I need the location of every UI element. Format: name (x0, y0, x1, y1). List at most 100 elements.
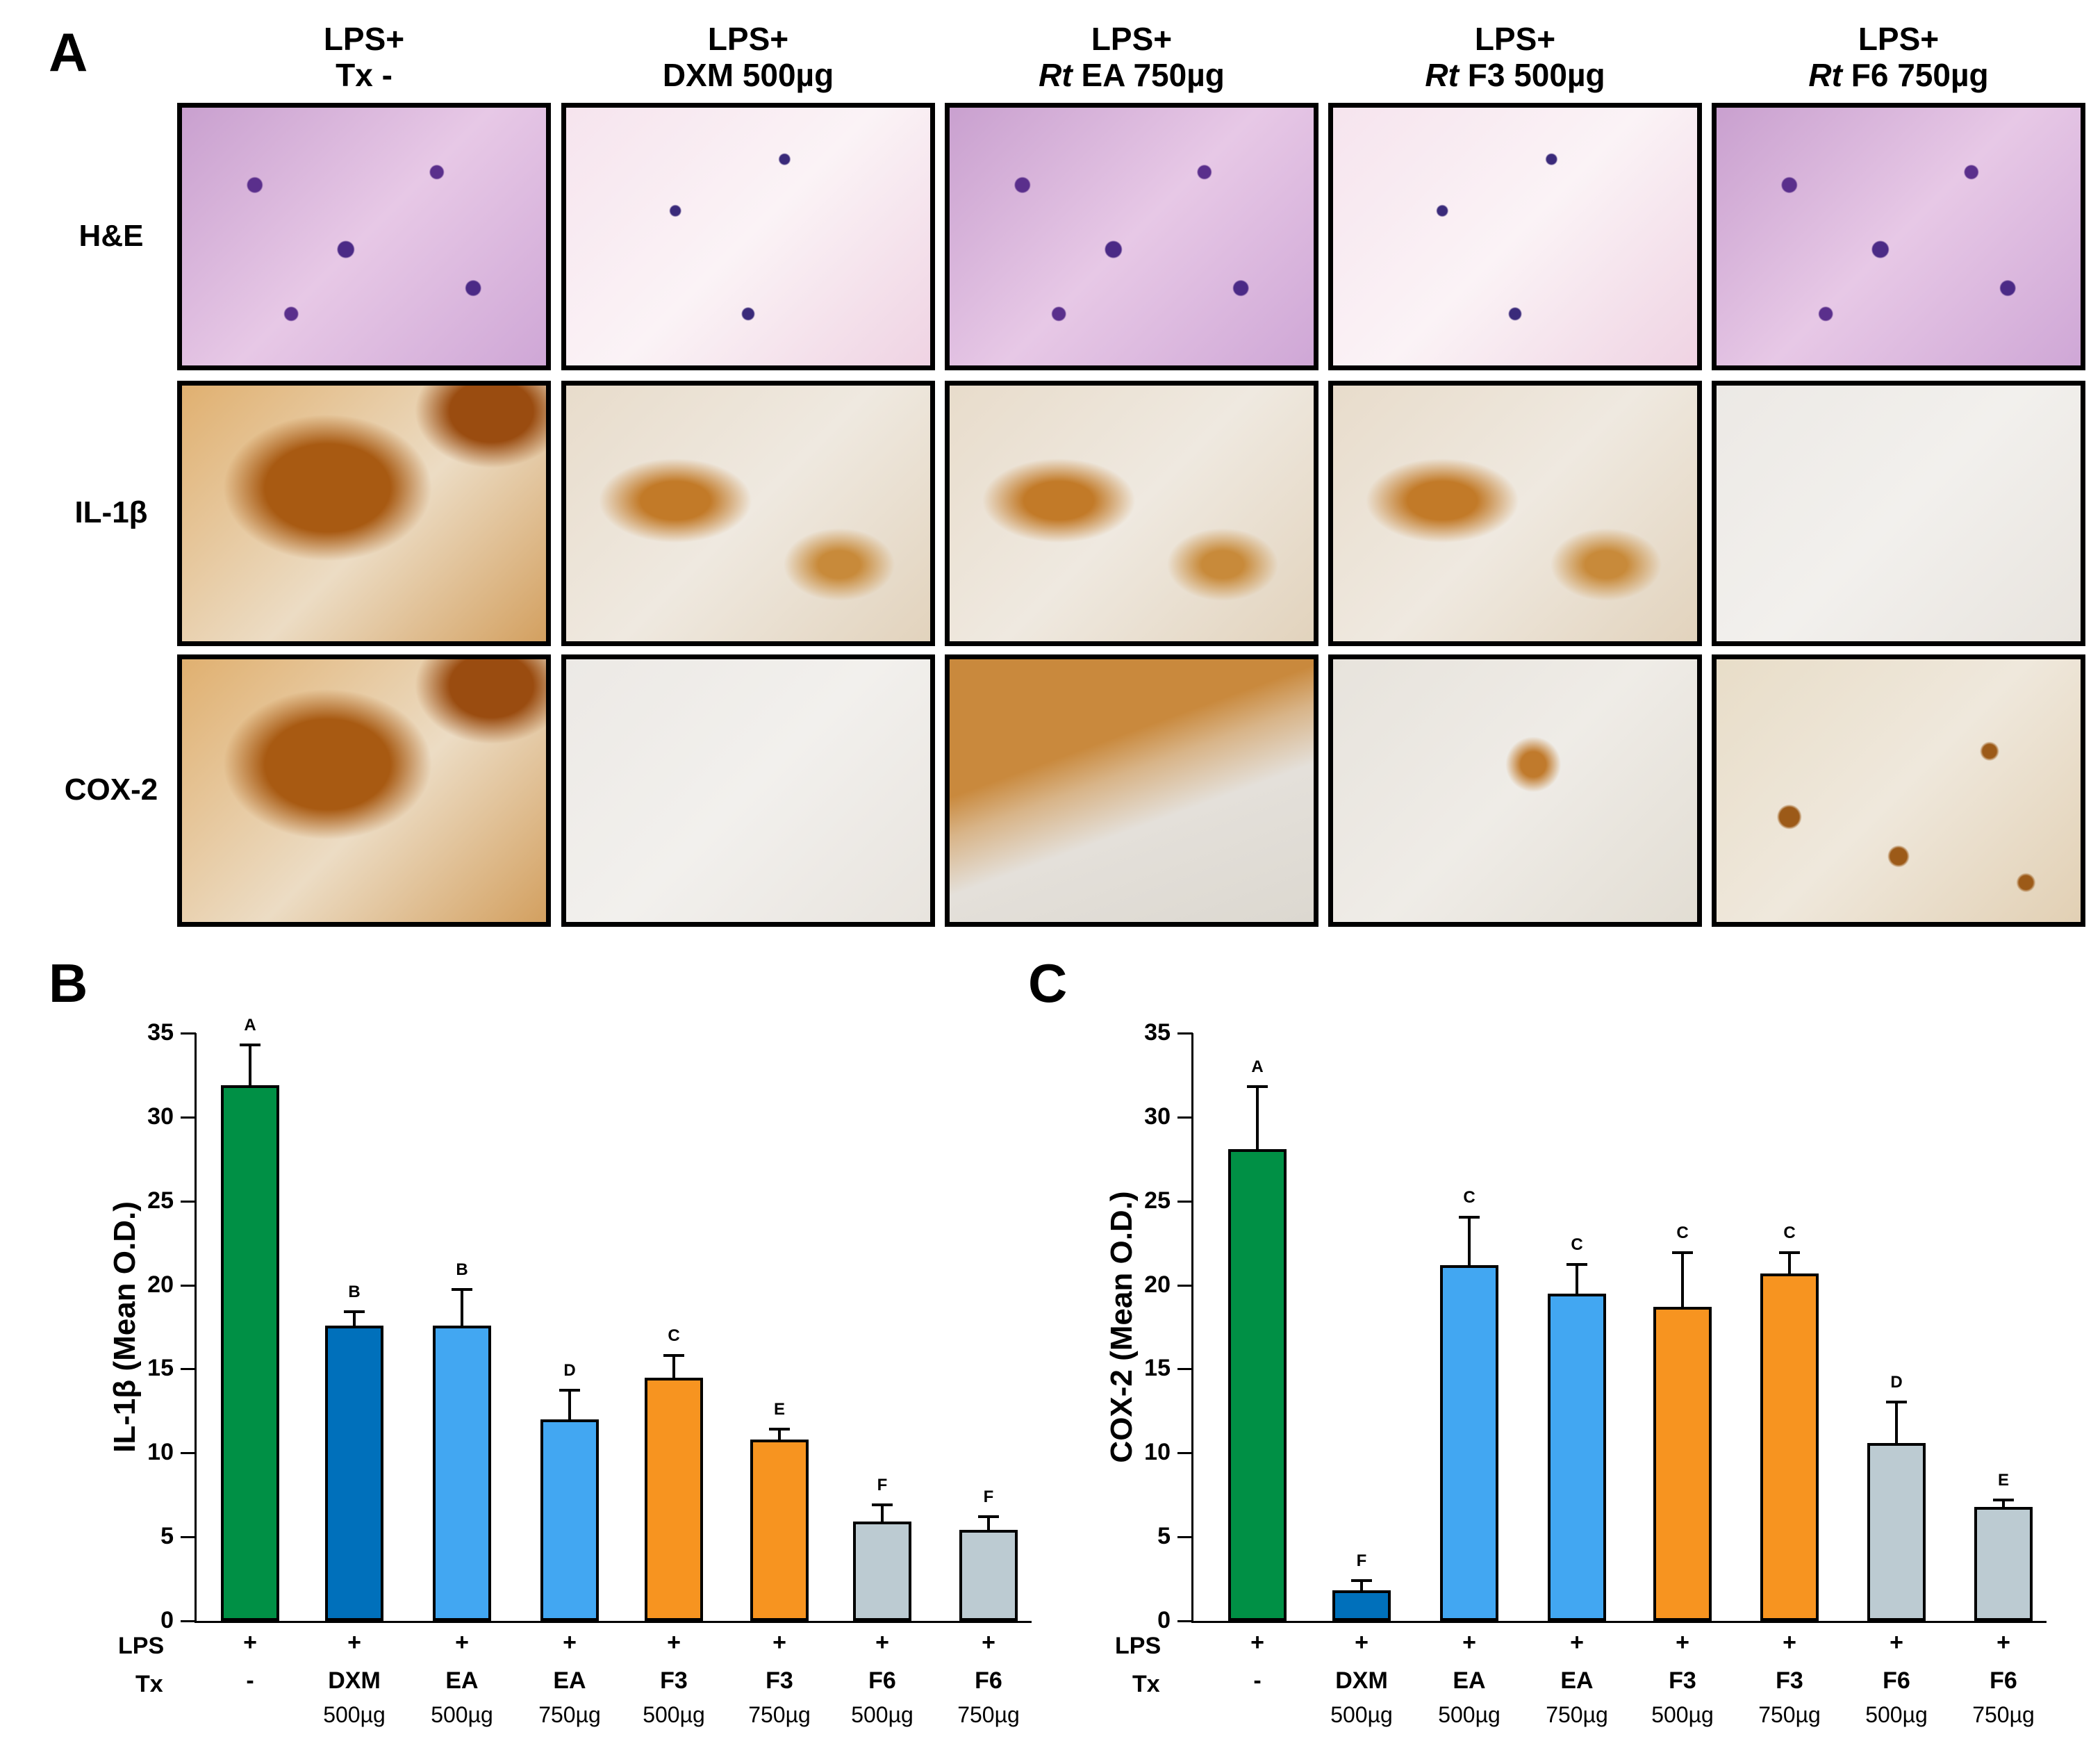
dose-label: 750µg (1546, 1702, 1608, 1727)
y-tick-label: 10 (1144, 1439, 1171, 1466)
dose-label: 500µg (1330, 1702, 1393, 1727)
y-tick (1177, 1116, 1193, 1119)
x-axis (1191, 1621, 2047, 1623)
lps-sign: + (1890, 1629, 1903, 1656)
micrograph-he-3 (945, 103, 1318, 370)
micrograph-he-4 (1328, 103, 1702, 370)
micrograph-il1b-5 (1712, 381, 2085, 646)
significance-letter: F (877, 1475, 888, 1494)
error-cap (452, 1288, 472, 1292)
error-cap (1459, 1216, 1480, 1219)
dose-label: 500µg (1438, 1702, 1500, 1727)
bar-3 (1440, 1264, 1498, 1621)
tx-row-label: Tx (135, 1671, 163, 1697)
error-bar (672, 1353, 675, 1378)
significance-letter: C (1571, 1235, 1583, 1255)
tx-label: - (1253, 1667, 1262, 1694)
column-header-italic: Rt (1039, 57, 1073, 93)
y-tick-label: 15 (147, 1355, 174, 1382)
lps-sign: + (667, 1629, 681, 1656)
significance-letter: D (1890, 1373, 1903, 1392)
bar-1 (1228, 1148, 1287, 1621)
error-cap (240, 1043, 261, 1046)
bar-3 (433, 1325, 491, 1621)
bar-2 (1332, 1590, 1391, 1621)
error-cap (1886, 1401, 1907, 1404)
lps-sign: + (1250, 1629, 1264, 1656)
column-header-line1: LPS+ (1858, 21, 1940, 57)
lps-sign: + (1676, 1629, 1689, 1656)
y-tick (1177, 1200, 1193, 1203)
column-header-line1: LPS+ (1474, 21, 1556, 57)
significance-letter: E (1997, 1470, 2009, 1490)
error-cap (1351, 1578, 1372, 1582)
bar-6 (1760, 1273, 1819, 1621)
dose-label: 750µg (748, 1702, 811, 1727)
dose-label: 750µg (1972, 1702, 2035, 1727)
error-bar (1681, 1251, 1684, 1307)
dose-label: 500µg (643, 1702, 705, 1727)
error-bar (2002, 1498, 2005, 1507)
y-tick-label: 25 (147, 1187, 174, 1214)
significance-letter: C (1676, 1223, 1689, 1243)
error-bar (249, 1043, 251, 1085)
error-cap (1566, 1263, 1587, 1267)
error-bar (353, 1310, 356, 1326)
error-bar (461, 1288, 463, 1326)
bar-1 (221, 1085, 279, 1621)
column-header-line2: Tx - (336, 57, 392, 93)
y-axis (195, 1033, 197, 1621)
panel-c-letter: C (1028, 953, 1068, 1014)
tx-label: F6 (975, 1667, 1002, 1694)
bar-7 (1867, 1442, 1926, 1621)
micrograph-il1b-4 (1328, 381, 1702, 646)
column-header-italic: Rt (1425, 57, 1459, 93)
tx-label: F3 (766, 1667, 793, 1694)
y-tick (1177, 1452, 1193, 1455)
y-axis-label: IL-1β (Mean O.D.) (108, 1201, 142, 1453)
y-tick (181, 1536, 196, 1539)
panel-b-letter: B (49, 953, 88, 1014)
column-header-italic: Rt (1808, 57, 1842, 93)
tx-label: F6 (1883, 1667, 1910, 1694)
bar-8 (1974, 1506, 2033, 1621)
y-tick (1177, 1368, 1193, 1371)
error-cap (978, 1515, 999, 1518)
error-cap (1779, 1251, 1800, 1255)
y-tick (1177, 1620, 1193, 1622)
significance-letter: B (348, 1282, 361, 1301)
y-tick-label: 30 (1144, 1103, 1171, 1130)
column-header: LPS+ Tx - (177, 21, 551, 93)
panel-a-letter: A (49, 22, 88, 83)
column-header: LPS+ Rt EA 750µg (945, 21, 1318, 93)
y-tick (1177, 1536, 1193, 1539)
y-tick (181, 1032, 196, 1035)
y-tick-label: 5 (1157, 1523, 1171, 1550)
significance-letter: C (668, 1326, 680, 1345)
column-header: LPS+ Rt F6 750µg (1712, 21, 2085, 93)
error-bar (1256, 1085, 1259, 1149)
significance-letter: A (244, 1015, 256, 1035)
error-bar (1576, 1263, 1578, 1294)
error-cap (559, 1389, 580, 1392)
error-cap (663, 1353, 684, 1357)
dose-label: 500µg (1865, 1702, 1928, 1727)
tx-label: F3 (1669, 1667, 1696, 1694)
column-header-line1: LPS+ (1091, 21, 1173, 57)
significance-letter: B (456, 1260, 468, 1280)
lps-row-label: LPS (118, 1633, 165, 1659)
bar-5 (645, 1377, 703, 1621)
y-tick-label: 5 (160, 1523, 174, 1550)
column-header-line2: Rt F6 750µg (1808, 57, 1989, 93)
column-header-line1: LPS+ (707, 21, 789, 57)
tx-label: DXM (328, 1667, 381, 1694)
lps-sign: + (772, 1629, 786, 1656)
tx-label: F6 (1990, 1667, 2017, 1694)
micrograph-cox2-4 (1328, 654, 1702, 927)
column-header: LPS+ DXM 500µg (561, 21, 935, 93)
bar-2 (325, 1325, 383, 1621)
column-header-line2: Rt F3 500µg (1425, 57, 1605, 93)
tx-label: - (246, 1667, 254, 1694)
tx-label: DXM (1335, 1667, 1388, 1694)
y-axis (1191, 1033, 1193, 1621)
